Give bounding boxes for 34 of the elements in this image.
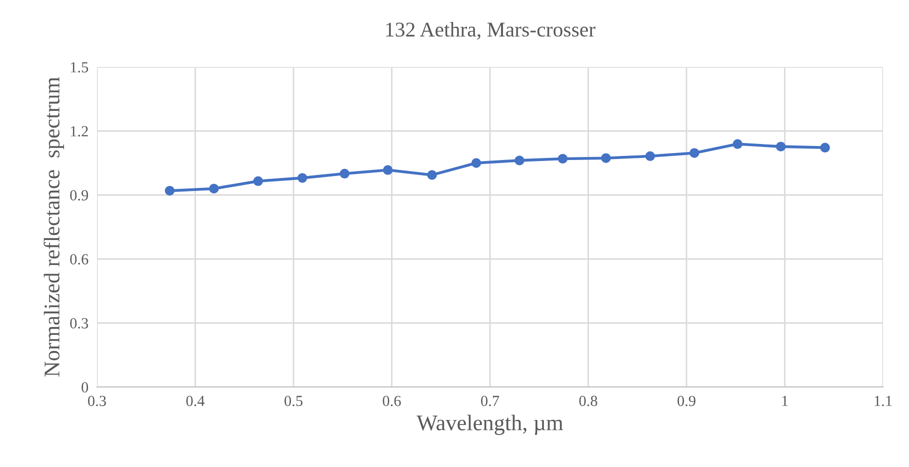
chart-title: 132 Aethra, Mars-crosser — [386, 22, 596, 40]
point — [471, 158, 482, 168]
x-tick-label: 0.5 — [284, 396, 302, 406]
point — [382, 165, 393, 175]
point — [297, 173, 308, 183]
y-tick-label: 1.5 — [70, 62, 88, 73]
point — [514, 156, 524, 166]
point — [427, 170, 437, 180]
x-tick-label: 1.1 — [874, 396, 892, 406]
point — [558, 154, 568, 164]
y-tick-label: 0.3 — [70, 318, 88, 329]
point — [601, 153, 611, 163]
x-tick-label: 0.6 — [382, 396, 401, 406]
y-tick-label: 0.9 — [70, 190, 88, 201]
y-axis-title: Normalized reflectance spectrum — [44, 77, 64, 377]
point — [253, 176, 263, 186]
y-tick-label: 0 — [82, 382, 88, 392]
point — [209, 184, 219, 194]
x-tick-label: 0.7 — [481, 396, 500, 406]
point — [820, 142, 830, 152]
y-tick-label: 0.6 — [70, 254, 88, 265]
x-tick-label: 0.4 — [186, 396, 205, 406]
x-tick-label: 1 — [782, 396, 788, 406]
point — [732, 139, 742, 149]
point — [690, 148, 700, 158]
x-tick-label: 0.9 — [678, 396, 696, 406]
point — [645, 151, 656, 162]
point — [776, 142, 786, 152]
x-axis-title: Wavelength, µm — [416, 414, 564, 435]
point — [164, 186, 175, 196]
y-tick-label: 1.2 — [70, 126, 88, 137]
x-tick-label: 0.8 — [579, 396, 598, 406]
point — [340, 168, 350, 179]
x-tick-label: 0.3 — [88, 396, 106, 406]
